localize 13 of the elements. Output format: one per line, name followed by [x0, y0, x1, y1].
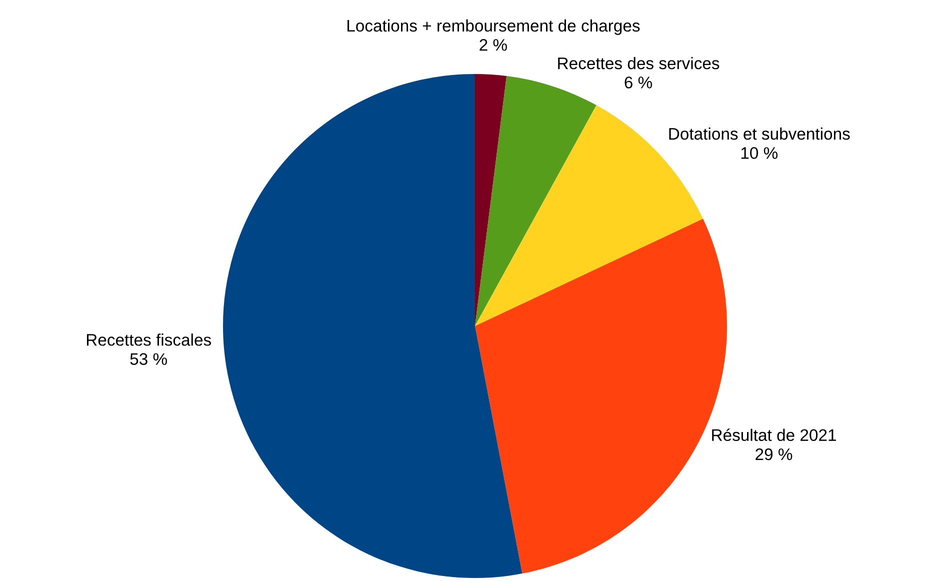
- slice-label: Dotations et subventions: [669, 128, 850, 140]
- data-label: 10 %: [741, 147, 778, 159]
- slice-label: Locations + remboursement de charges: [348, 19, 640, 35]
- slice-label: Recettes fiscales: [86, 334, 211, 346]
- data-label: 29 %: [756, 448, 792, 460]
- slice-label: Recettes des services: [558, 57, 720, 70]
- data-label: 53 %: [130, 353, 167, 365]
- slice-label: Résultat de 2021: [712, 428, 836, 442]
- pie-slice: [475, 76, 596, 326]
- data-label: 6 %: [624, 76, 652, 88]
- pie-slice: [475, 74, 507, 326]
- pie-slice: [223, 74, 522, 578]
- data-label: 2 %: [480, 39, 507, 51]
